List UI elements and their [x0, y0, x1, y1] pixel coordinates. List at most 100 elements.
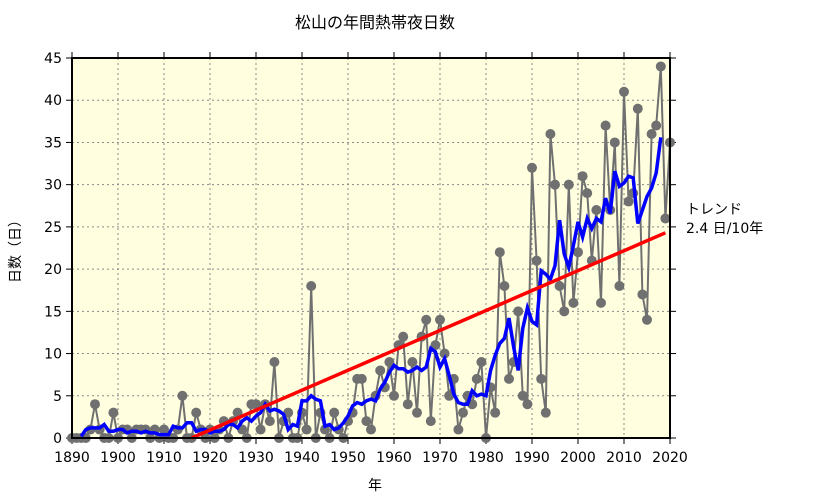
annual-point — [559, 306, 570, 317]
x-tick-label: 1930 — [238, 450, 274, 466]
trend-label: トレンド — [686, 202, 742, 218]
annual-point — [490, 407, 501, 418]
annual-point — [660, 213, 671, 224]
annual-point — [439, 348, 450, 359]
x-tick-label: 1980 — [468, 450, 504, 466]
annual-point — [527, 162, 537, 173]
annual-point — [398, 331, 409, 342]
annual-point — [264, 416, 275, 427]
y-axis-label: 日数（日） — [8, 213, 24, 283]
annual-point — [550, 179, 560, 190]
annual-point — [306, 281, 317, 291]
annual-point — [402, 399, 413, 410]
y-tick-label: 20 — [44, 262, 62, 278]
annual-point — [573, 247, 583, 258]
x-tick-label: 1940 — [284, 450, 320, 466]
annual-point — [301, 424, 312, 435]
annual-point — [435, 314, 445, 325]
annual-point — [471, 373, 482, 384]
annual-point — [283, 407, 294, 418]
annual-point — [554, 281, 565, 291]
annual-point — [563, 179, 574, 190]
trend-rate-label: 2.4 日/10年 — [686, 221, 763, 237]
trend-line — [190, 231, 667, 440]
annual-point — [412, 407, 422, 418]
annual-point — [356, 373, 367, 384]
annual-point — [513, 306, 524, 317]
y-tick-label: 15 — [44, 304, 62, 320]
annual-point — [531, 255, 542, 266]
annual-point — [389, 390, 399, 401]
x-tick-label: 2000 — [560, 450, 596, 466]
annual-point — [632, 103, 643, 114]
annual-point — [499, 281, 510, 291]
annual-point — [517, 390, 528, 401]
x-tick-label: 1920 — [192, 450, 228, 466]
annual-point — [251, 399, 261, 410]
annual-point — [646, 129, 657, 139]
annual-point — [476, 357, 487, 367]
x-tick-label: 2020 — [652, 450, 688, 466]
y-tick-label: 40 — [44, 93, 62, 109]
annual-point — [637, 289, 648, 300]
x-tick-label: 1900 — [100, 450, 136, 466]
annual-point — [536, 373, 547, 384]
x-axis-label: 年 — [368, 478, 382, 494]
x-tick-label: 2010 — [606, 450, 642, 466]
annual-point — [159, 424, 169, 435]
annual-point — [458, 407, 468, 418]
annual-point — [384, 357, 395, 367]
annual-point — [614, 281, 625, 291]
x-tick-label: 1960 — [376, 450, 412, 466]
annual-point — [619, 86, 629, 97]
annual-point — [191, 407, 202, 418]
annual-point — [655, 61, 666, 72]
annual-point — [577, 171, 588, 182]
y-tick-label: 5 — [53, 389, 62, 405]
y-tick-label: 35 — [44, 135, 62, 151]
annual-point — [453, 424, 464, 435]
annual-point — [651, 120, 662, 131]
annual-point — [494, 247, 505, 258]
annual-point — [366, 424, 376, 435]
annual-point — [591, 205, 602, 215]
annual-point — [329, 407, 340, 418]
annual-point — [90, 399, 100, 410]
annual-point — [375, 365, 386, 376]
annual-point — [108, 407, 119, 418]
annual-point — [623, 196, 634, 207]
annual-point — [504, 373, 514, 384]
annual-point — [430, 340, 441, 351]
y-tick-label: 0 — [53, 431, 62, 447]
annual-point — [568, 297, 579, 308]
annual-point — [540, 407, 551, 418]
x-tick-label: 1970 — [422, 450, 458, 466]
annual-point — [177, 390, 188, 401]
annual-point — [444, 390, 455, 401]
y-tick-label: 10 — [44, 347, 62, 363]
plot-frame — [71, 57, 671, 439]
moving-average-line — [79, 137, 663, 438]
annual-point — [582, 188, 593, 199]
x-tick-label: 1950 — [330, 450, 366, 466]
annual-point — [600, 120, 611, 131]
x-tick-label: 1890 — [54, 450, 90, 466]
x-tick-label: 1910 — [146, 450, 182, 466]
annual-point — [361, 416, 372, 427]
y-tick-label: 45 — [44, 51, 62, 67]
annual-point — [425, 416, 436, 427]
annual-point — [407, 357, 418, 367]
annual-point — [545, 129, 556, 139]
annual-point — [596, 297, 606, 308]
annual-point — [642, 314, 652, 325]
annual-point — [269, 357, 280, 367]
chart-title: 松山の年間熱帯夜日数 — [295, 13, 455, 32]
annual-point — [255, 424, 266, 435]
y-tick-label: 25 — [44, 220, 62, 236]
x-tick-label: 1990 — [514, 450, 550, 466]
annual-point — [522, 399, 533, 410]
annual-point — [609, 137, 620, 148]
annual-point — [421, 314, 432, 325]
